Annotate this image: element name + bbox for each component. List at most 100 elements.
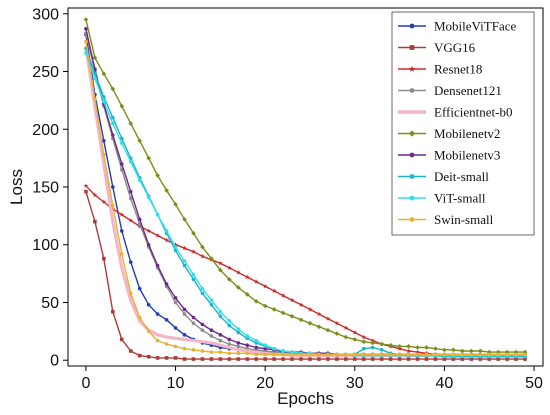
data-point (254, 338, 259, 343)
data-point (84, 39, 88, 44)
data-point (102, 256, 106, 261)
data-point (200, 253, 205, 259)
data-point (155, 356, 160, 360)
data-point (388, 342, 393, 348)
data-point (191, 230, 196, 236)
data-point (325, 327, 331, 333)
data-point (514, 352, 518, 357)
data-point (406, 357, 411, 361)
data-point (379, 352, 384, 357)
x-tick-label: 10 (167, 375, 185, 392)
legend-label: Densenet121 (434, 83, 502, 98)
data-point (290, 357, 294, 361)
data-point (469, 352, 474, 357)
series-swin-small (84, 39, 527, 357)
data-point (263, 352, 267, 357)
data-point (226, 277, 232, 282)
data-point (83, 183, 89, 188)
data-point (415, 345, 420, 350)
data-point (146, 242, 151, 247)
data-point (361, 334, 367, 340)
data-point (137, 138, 143, 144)
data-point (244, 274, 250, 280)
data-point (289, 297, 295, 303)
data-point (496, 352, 500, 357)
data-point (442, 352, 447, 357)
data-point (164, 356, 169, 360)
data-point (173, 356, 178, 360)
data-point (146, 354, 151, 359)
data-point (433, 346, 438, 352)
data-point (236, 344, 241, 349)
legend-entry: Mobilenetv3 (398, 148, 500, 163)
data-point (200, 322, 205, 327)
data-point (182, 216, 187, 222)
x-tick-label: 50 (525, 375, 543, 392)
data-point (523, 352, 527, 357)
data-point (254, 357, 259, 361)
data-point (93, 219, 97, 224)
data-point (137, 217, 142, 222)
data-point (397, 344, 402, 349)
data-point (146, 228, 152, 233)
data-point (200, 357, 205, 361)
x-tick-label: 20 (256, 375, 274, 392)
data-point (146, 329, 151, 334)
data-point (146, 155, 152, 161)
legend-label: Mobilenetv3 (434, 148, 500, 163)
data-point (343, 334, 349, 340)
data-point (119, 141, 124, 145)
data-point (137, 223, 143, 229)
data-point (173, 296, 178, 300)
legend-entry: MobileViTFace (398, 19, 516, 34)
data-point (352, 357, 357, 361)
data-point (164, 237, 169, 243)
data-point (164, 282, 169, 286)
data-point (281, 352, 285, 357)
data-point (182, 357, 187, 361)
data-point (307, 320, 313, 326)
data-point (397, 357, 402, 361)
data-point (209, 256, 214, 261)
data-point (119, 229, 124, 233)
data-point (513, 349, 519, 355)
data-point (191, 321, 196, 326)
data-point (102, 99, 106, 104)
data-point (433, 357, 438, 361)
y-tick-label: 150 (32, 180, 59, 197)
data-point (111, 203, 115, 208)
data-point (245, 351, 250, 356)
legend-label: VGG16 (434, 40, 476, 55)
y-tick-label: 200 (32, 122, 59, 139)
data-point (111, 121, 115, 126)
data-point (102, 152, 106, 157)
data-point (263, 343, 267, 348)
legend-entry: VGG16 (398, 40, 476, 55)
data-point (459, 348, 465, 354)
data-point (119, 103, 125, 109)
data-point (451, 357, 456, 361)
data-point (415, 349, 420, 355)
data-point (200, 286, 205, 291)
data-point (111, 115, 115, 120)
data-point (182, 333, 187, 337)
data-point (262, 283, 268, 289)
data-point (262, 303, 268, 309)
data-point (217, 260, 223, 266)
data-point (271, 307, 277, 312)
data-point (272, 352, 276, 357)
data-point (191, 315, 196, 320)
data-point (352, 337, 358, 342)
data-point (406, 352, 411, 357)
legend-label: Deit-small (434, 169, 489, 184)
legend-label: Mobilenetv2 (434, 126, 500, 141)
data-point (191, 277, 196, 282)
data-point (236, 357, 241, 361)
data-point (227, 342, 232, 346)
data-point (334, 320, 340, 326)
data-point (379, 341, 385, 347)
data-point (146, 302, 151, 307)
data-point (370, 338, 376, 343)
data-point (514, 357, 518, 361)
data-point (388, 357, 393, 361)
